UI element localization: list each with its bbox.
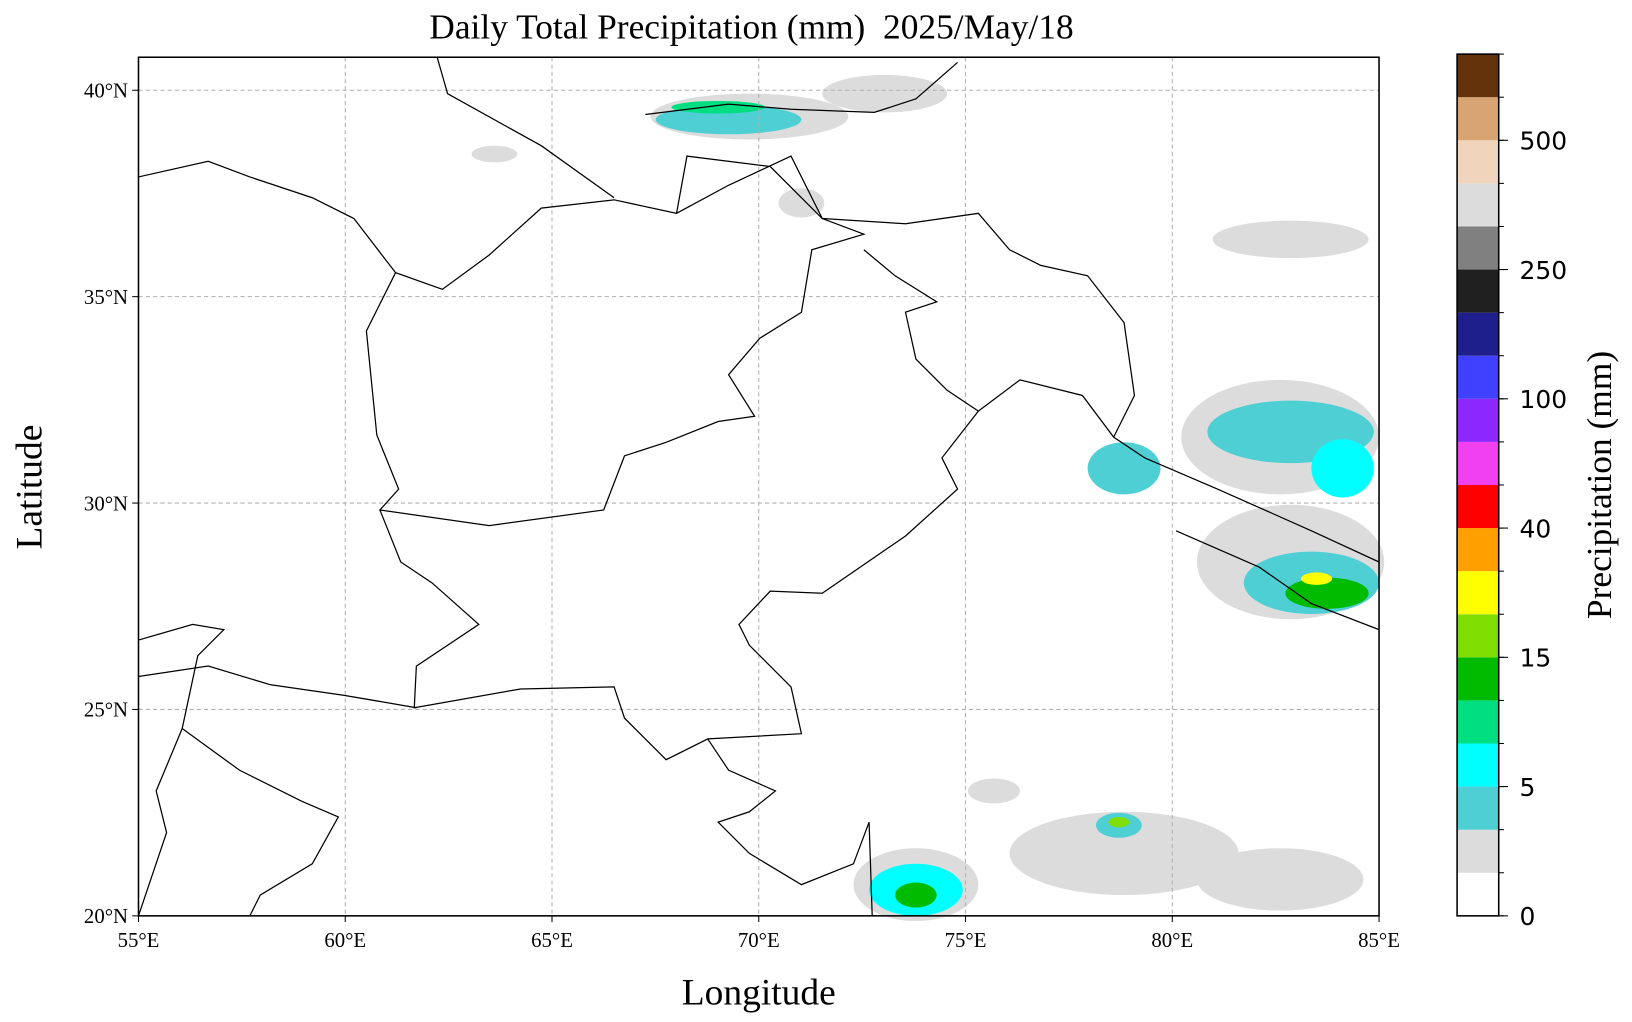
y-tick-label: 35°N <box>84 285 128 309</box>
x-tick-label: 60°E <box>324 928 366 952</box>
border <box>1175 530 1380 631</box>
border <box>436 57 615 199</box>
colorbar-tick-label: 100 <box>1520 385 1568 414</box>
border <box>645 61 958 116</box>
border <box>137 623 226 917</box>
x-tick-label: 75°E <box>945 928 987 952</box>
borders <box>137 57 1380 917</box>
colorbar-label: Precipitation (mm) <box>1579 351 1619 619</box>
colorbar-bin <box>1457 441 1499 485</box>
colorbar-bin <box>1457 829 1499 873</box>
rain-area <box>1009 811 1239 896</box>
colorbar-bin <box>1457 700 1499 744</box>
rain-area <box>671 100 766 114</box>
colorbar-bin <box>1457 355 1499 399</box>
colorbar-tick-label: 500 <box>1520 127 1568 156</box>
rain-area <box>655 105 802 135</box>
colorbar-bin <box>1457 786 1499 830</box>
colorbar-frame <box>1456 53 1500 917</box>
rain-area <box>471 145 518 163</box>
colorbar: Precipitation (mm) 0 5 15 40 100 250 500 <box>1456 53 1619 931</box>
y-tick-label: 20°N <box>84 904 128 928</box>
colorbar-bin <box>1457 614 1499 658</box>
colorbar-bin <box>1457 183 1499 227</box>
rain-area <box>1212 220 1369 259</box>
x-tick-label: 55°E <box>118 928 160 952</box>
rain-area <box>1285 577 1369 609</box>
colorbar-tick-label: 40 <box>1520 514 1552 543</box>
colorbar-tick-label: 0 <box>1520 902 1536 931</box>
colorbar-bin <box>1457 140 1499 184</box>
colorbar-bin <box>1457 484 1499 529</box>
colorbar-bin <box>1457 312 1499 356</box>
border <box>675 155 1136 438</box>
rain-area <box>1087 442 1161 495</box>
border <box>138 160 397 274</box>
border <box>977 379 1380 563</box>
rain-area <box>1108 816 1130 828</box>
rain-area <box>1311 439 1374 498</box>
colorbar-bin <box>1457 657 1499 701</box>
rain-area <box>778 188 825 218</box>
rain-area <box>1196 848 1364 911</box>
precipitation-field <box>471 74 1385 922</box>
colorbar-bin <box>1457 54 1499 98</box>
colorbar-bin <box>1457 269 1499 313</box>
x-tick-label: 70°E <box>738 928 780 952</box>
x-tick-label: 65°E <box>531 928 573 952</box>
border <box>707 738 873 916</box>
x-tick-label: 80°E <box>1151 928 1193 952</box>
x-axis-label: Longitude <box>682 972 836 1013</box>
colorbar-bin <box>1457 872 1499 916</box>
rain-area <box>967 778 1020 804</box>
colorbar-tick-label: 5 <box>1520 773 1536 802</box>
rain-area <box>1300 572 1333 585</box>
colorbar-bin <box>1457 743 1499 787</box>
y-axis-label: Latitude <box>10 425 51 550</box>
x-tick-label: 85°E <box>1358 928 1400 952</box>
border <box>181 728 340 917</box>
colorbar-bin <box>1457 398 1499 442</box>
y-tick-label: 25°N <box>84 698 128 722</box>
y-tick-label: 40°N <box>84 79 128 103</box>
grid <box>137 57 1380 917</box>
rain-area <box>822 74 948 113</box>
colorbar-tick-label: 15 <box>1520 644 1552 673</box>
rain-area <box>895 882 937 908</box>
border <box>379 249 980 761</box>
colorbar-bin <box>1457 528 1499 572</box>
colorbar-tick-label: 250 <box>1520 256 1568 285</box>
colorbar-bin <box>1457 97 1499 141</box>
y-tick-label: 30°N <box>84 491 128 515</box>
colorbar-bin <box>1457 226 1499 270</box>
colorbar-bin <box>1457 571 1499 615</box>
border <box>138 665 417 709</box>
title: Daily Total Precipitation (mm) 2025/May/… <box>429 7 1073 47</box>
